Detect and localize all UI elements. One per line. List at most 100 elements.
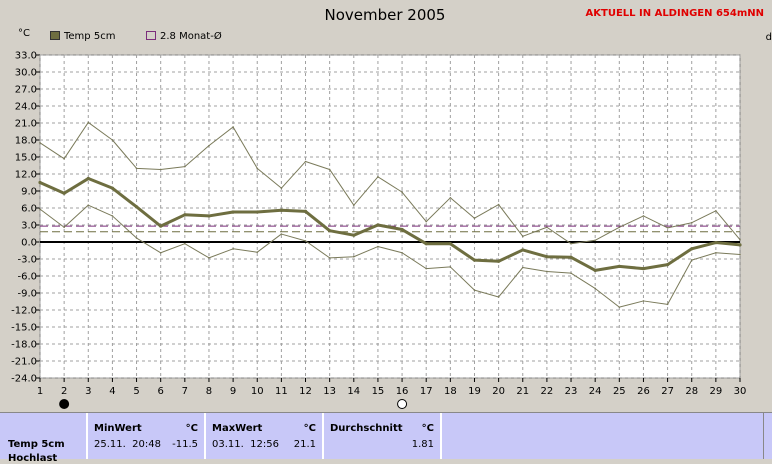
y-tick-label: 24.0: [15, 102, 37, 113]
data-point: [424, 242, 428, 246]
data-point: [617, 264, 621, 268]
x-tick-label: 13: [323, 386, 336, 397]
data-point: [642, 300, 645, 302]
data-point: [304, 240, 307, 242]
y-unit-label: °C: [18, 28, 30, 39]
data-point: [521, 248, 525, 252]
data-point: [665, 263, 670, 267]
x-tick-label: 18: [444, 386, 457, 397]
x-tick-label: 11: [275, 386, 288, 397]
x-tick-label: 22: [541, 386, 554, 397]
data-point: [231, 210, 235, 214]
avg-value: 1.81: [411, 439, 434, 450]
y-tick-label: -12.0: [11, 306, 37, 317]
data-point: [280, 187, 283, 189]
min-datetime: 25.11. 20:48: [94, 439, 161, 450]
data-point: [87, 121, 90, 124]
footer-label-cell: Temp 5cm Hochlast: [0, 413, 88, 464]
x-tick-label: 4: [109, 386, 115, 397]
data-point: [183, 213, 187, 217]
y-tick-label: -24.0: [11, 374, 37, 385]
max-unit: °C: [303, 423, 316, 434]
new-moon-icon: [59, 399, 70, 409]
footer-max-cell: MaxWert °C 03.11. 12:56 21.1: [206, 413, 324, 459]
data-point: [39, 208, 41, 210]
full-moon-icon: [397, 399, 408, 409]
data-point: [497, 296, 500, 298]
legend-label-monthly-avg: 2.8 Monat-Ø: [160, 31, 222, 42]
y-tick-label: -21.0: [11, 357, 37, 368]
data-point: [401, 191, 403, 193]
data-point: [593, 268, 597, 272]
data-point: [111, 215, 114, 217]
data-point: [546, 270, 548, 273]
footer-min-cell: MinWert °C 25.11. 20:48 -11.5: [88, 413, 206, 459]
x-tick-label: 10: [251, 386, 264, 397]
line-chart: 33.030.027.024.021.018.015.012.09.06.03.…: [11, 51, 746, 409]
data-point: [546, 226, 548, 229]
x-tick-label: 24: [589, 386, 602, 397]
data-point: [642, 215, 645, 217]
x-tick-label: 1: [37, 386, 43, 397]
right-clipped-label: d: [765, 32, 772, 43]
data-point: [472, 258, 477, 262]
data-point: [38, 180, 42, 185]
series-line-temp: [39, 177, 741, 272]
data-point: [135, 237, 138, 239]
data-point: [570, 242, 572, 245]
data-point: [208, 144, 210, 147]
data-point: [449, 197, 452, 199]
data-point: [328, 168, 331, 171]
data-point: [232, 126, 234, 128]
y-tick-label: 6.0: [21, 204, 37, 215]
y-tick-label: -3.0: [17, 255, 37, 266]
data-point: [232, 248, 234, 250]
y-tick-label: 33.0: [15, 51, 37, 62]
data-point: [690, 259, 693, 261]
data-point: [497, 259, 501, 263]
data-point: [135, 167, 138, 170]
y-tick-label: -9.0: [17, 289, 37, 300]
stats-footer: Temp 5cm Hochlast MinWert °C 25.11. 20:4…: [0, 412, 772, 464]
data-point: [714, 240, 718, 245]
x-tick-label: 29: [709, 386, 722, 397]
min-unit: °C: [185, 423, 198, 434]
data-point: [352, 255, 355, 258]
data-point: [618, 226, 621, 229]
y-tick-label: 12.0: [15, 170, 37, 181]
y-tick-label: 27.0: [15, 85, 37, 96]
data-point: [256, 167, 259, 170]
data-point: [545, 255, 549, 259]
x-tick-label: 17: [420, 386, 433, 397]
max-datetime: 03.11. 12:56: [212, 439, 279, 450]
data-point: [473, 289, 476, 291]
data-point: [377, 176, 379, 178]
data-point: [159, 168, 162, 171]
y-tick-label: 3.0: [21, 221, 37, 232]
footer-empty-cell: [442, 413, 764, 459]
data-point: [39, 142, 41, 144]
footer-avg-cell: Durchschnitt °C 1.81: [324, 413, 442, 459]
x-tick-label: 27: [661, 386, 674, 397]
data-point: [400, 227, 404, 232]
legend-swatch-monthly-avg: [146, 31, 156, 40]
avg-header: Durchschnitt: [330, 423, 403, 434]
x-tick-label: 3: [85, 386, 91, 397]
x-tick-label: 5: [133, 386, 139, 397]
data-point: [738, 243, 742, 247]
y-tick-label: -15.0: [11, 323, 37, 334]
chart-title: November 2005: [324, 6, 446, 24]
legend-label-temp: Temp 5cm: [64, 31, 116, 42]
x-tick-label: 19: [468, 386, 481, 397]
legend-swatch-temp: [50, 31, 60, 40]
data-point: [208, 257, 210, 259]
data-point: [569, 255, 573, 259]
data-point: [255, 210, 259, 214]
data-point: [184, 242, 186, 245]
data-point: [159, 251, 162, 254]
data-point: [86, 176, 90, 181]
data-point: [521, 235, 524, 238]
data-point: [715, 210, 717, 212]
data-point: [739, 238, 741, 241]
data-point: [448, 242, 452, 246]
